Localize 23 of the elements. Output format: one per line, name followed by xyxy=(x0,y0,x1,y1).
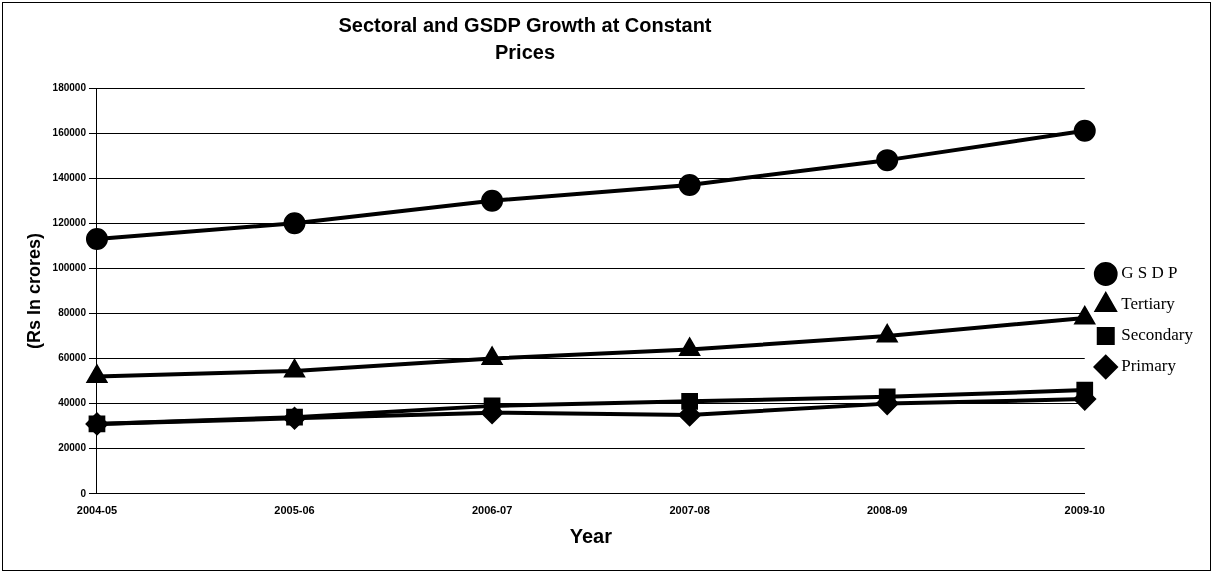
legend-label: Tertiary xyxy=(1121,294,1176,314)
y-tick-label: 160000 xyxy=(52,126,87,138)
y-tick-label: 120000 xyxy=(52,217,87,229)
legend-label: Secondary xyxy=(1121,325,1194,345)
x-tick-label: 2007-08 xyxy=(669,504,710,517)
y-tick-label: 20000 xyxy=(58,442,87,454)
legend-label: G S D P xyxy=(1121,263,1178,283)
y-tick-label: 40000 xyxy=(58,397,87,409)
y-tick-label: 0 xyxy=(80,487,87,499)
x-tick-label: 2006-07 xyxy=(471,504,513,517)
x-tick-label: 2005-06 xyxy=(274,504,315,517)
chart-title: Sectoral and GSDP Growth at Constant Prices xyxy=(337,13,713,65)
x-axis-title: Year xyxy=(569,524,613,547)
y-tick-label: 60000 xyxy=(58,352,87,364)
y-tick-label: 100000 xyxy=(52,262,87,274)
legend-label: Primary xyxy=(1121,356,1177,376)
x-tick-label: 2004-05 xyxy=(76,504,118,517)
y-tick-label: 180000 xyxy=(52,81,87,93)
y-tick-label: 140000 xyxy=(52,171,87,183)
y-tick-label: 80000 xyxy=(58,307,87,319)
y-axis-title: (Rs In crores) xyxy=(23,232,44,349)
x-tick-label: 2008-09 xyxy=(867,504,908,517)
x-tick-label: 2009-10 xyxy=(1064,504,1105,517)
